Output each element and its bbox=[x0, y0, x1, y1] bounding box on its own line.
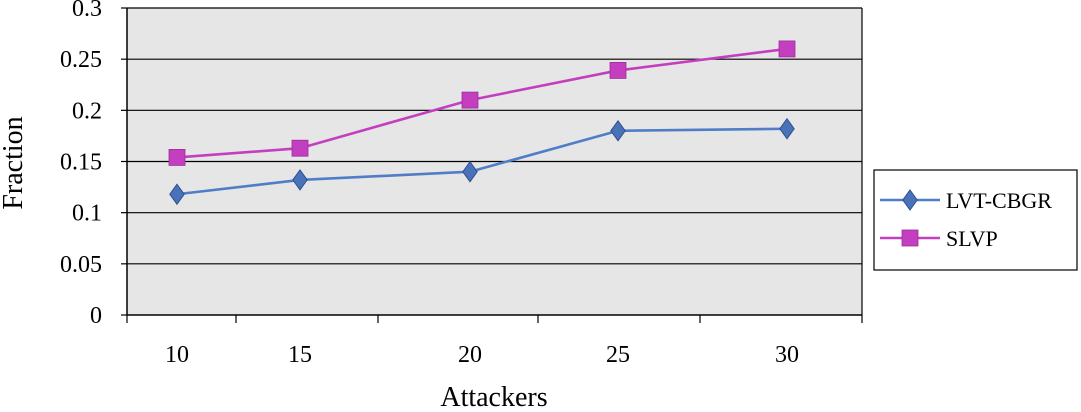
data-point bbox=[461, 91, 479, 109]
x-axis-title: Attackers bbox=[440, 382, 547, 412]
legend-item: LVT-CBGR bbox=[880, 188, 1052, 213]
y-tick-label: 0.25 bbox=[60, 47, 102, 73]
x-tick-label: 25 bbox=[606, 342, 630, 368]
axes bbox=[126, 8, 863, 323]
x-tick-label: 15 bbox=[288, 342, 312, 368]
legend: LVT-CBGR SLVP bbox=[873, 169, 1078, 271]
data-point bbox=[292, 169, 308, 191]
data-point bbox=[609, 62, 627, 79]
legend-marker bbox=[902, 189, 918, 211]
data-point bbox=[778, 40, 796, 58]
legend-box bbox=[873, 169, 1078, 271]
data-point bbox=[462, 160, 478, 183]
x-tick-labels: 10 15 20 25 30 bbox=[165, 342, 799, 368]
y-axis-title: Fraction bbox=[0, 116, 29, 209]
series-layer bbox=[168, 40, 796, 206]
y-tick-label: 0.05 bbox=[60, 252, 102, 278]
data-point bbox=[168, 149, 186, 166]
x-tick-label: 10 bbox=[165, 342, 189, 368]
series-lvt-cbgr bbox=[169, 117, 795, 206]
data-point bbox=[169, 183, 185, 206]
y-tick-labels: 0 0.05 0.1 0.15 0.2 0.25 0.3 bbox=[60, 0, 102, 329]
x-tick-label: 20 bbox=[458, 342, 482, 368]
y-tick-label: 0.15 bbox=[60, 150, 102, 176]
y-tick-label: 0.2 bbox=[72, 98, 102, 124]
legend-item: SLVP bbox=[880, 226, 998, 251]
data-point bbox=[291, 139, 309, 157]
data-point bbox=[779, 117, 795, 140]
legend-marker bbox=[901, 229, 919, 247]
series-slvp bbox=[168, 40, 796, 166]
gridlines bbox=[121, 7, 862, 316]
x-tick-label: 30 bbox=[775, 342, 799, 368]
data-point bbox=[610, 119, 626, 142]
y-tick-label: 0.1 bbox=[72, 201, 102, 227]
legend-label: SLVP bbox=[946, 226, 998, 251]
y-tick-label: 0.3 bbox=[72, 0, 102, 22]
legend-label: LVT-CBGR bbox=[946, 188, 1052, 213]
y-tick-label: 0 bbox=[90, 303, 102, 329]
